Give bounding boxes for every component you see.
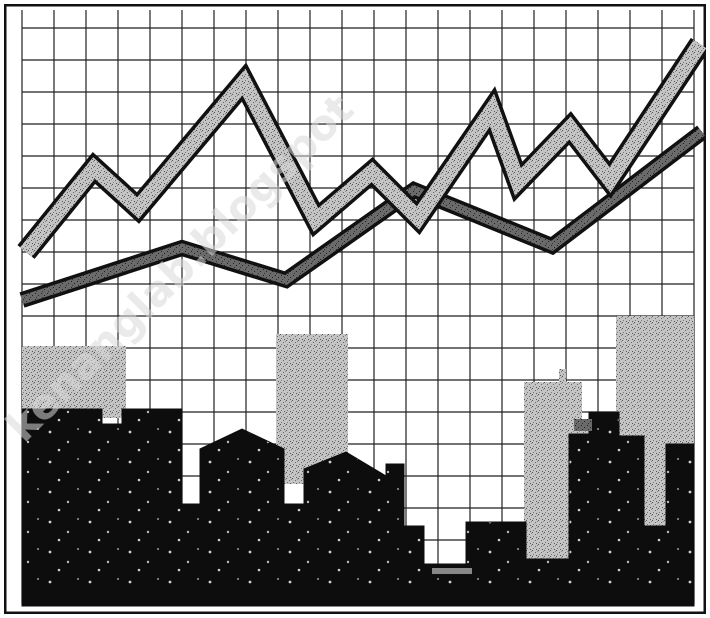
trend-line-upper [17, 37, 706, 259]
skyline-front [21, 408, 695, 607]
ground [22, 584, 694, 606]
building [22, 346, 126, 418]
chart-illustration: kenanglab.blogspot [4, 4, 706, 614]
city-silhouette [21, 408, 695, 607]
building-window [574, 419, 592, 431]
building-sign [432, 568, 472, 574]
frame-border [4, 4, 706, 614]
trend-line-lower [19, 125, 706, 308]
illustration-frame: kenanglab.blogspot [4, 4, 706, 614]
